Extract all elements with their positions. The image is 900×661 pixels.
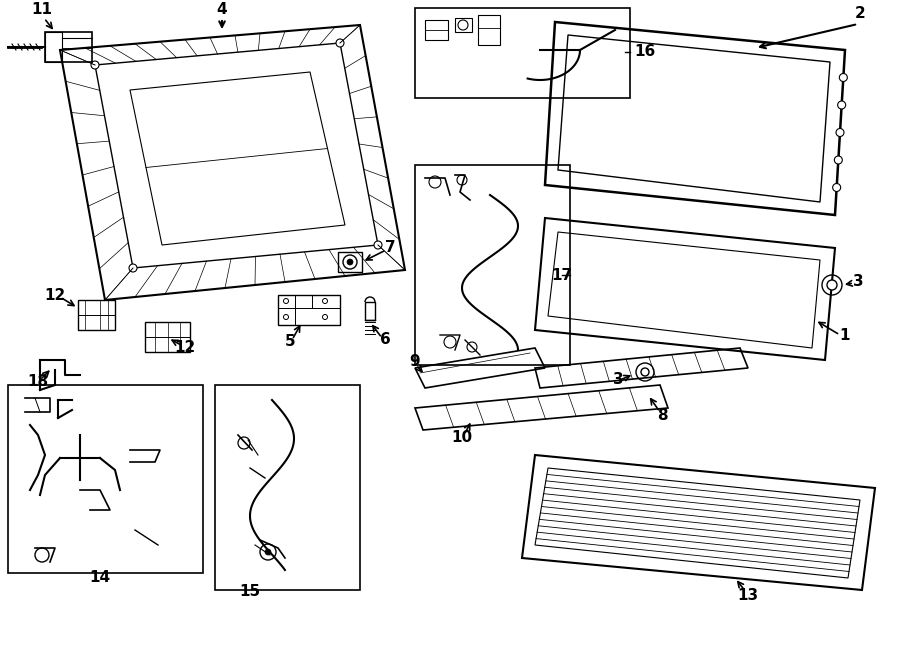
- Text: 1: 1: [840, 327, 850, 342]
- Circle shape: [827, 280, 837, 290]
- Circle shape: [336, 39, 344, 47]
- Text: 6: 6: [380, 332, 391, 348]
- Circle shape: [832, 184, 841, 192]
- Circle shape: [840, 73, 847, 81]
- Text: 16: 16: [634, 44, 655, 59]
- Circle shape: [347, 259, 353, 265]
- Bar: [415, 8, 630, 98]
- Bar: [415, 165, 570, 365]
- Circle shape: [129, 264, 137, 272]
- Text: 15: 15: [239, 584, 261, 600]
- Text: 18: 18: [27, 375, 49, 389]
- Circle shape: [838, 101, 846, 109]
- Polygon shape: [365, 302, 375, 320]
- Circle shape: [834, 156, 842, 164]
- Text: 17: 17: [552, 268, 572, 282]
- Circle shape: [836, 128, 844, 137]
- Text: 2: 2: [855, 7, 866, 22]
- Circle shape: [641, 368, 649, 376]
- Text: 3: 3: [613, 373, 624, 387]
- Circle shape: [265, 549, 271, 555]
- Bar: [8, 385, 203, 573]
- Text: 13: 13: [737, 588, 759, 602]
- Bar: [215, 385, 360, 590]
- Text: 3: 3: [852, 274, 863, 290]
- Text: 11: 11: [32, 3, 52, 17]
- Text: 7: 7: [384, 241, 395, 256]
- Text: 4: 4: [217, 3, 228, 17]
- Text: 14: 14: [89, 570, 111, 586]
- Text: 9: 9: [410, 354, 420, 369]
- Circle shape: [374, 241, 382, 249]
- Circle shape: [91, 61, 99, 69]
- Text: 12: 12: [175, 340, 195, 356]
- Text: 5: 5: [284, 334, 295, 350]
- Text: 12: 12: [44, 288, 66, 303]
- Text: 10: 10: [452, 430, 472, 446]
- Polygon shape: [338, 252, 362, 272]
- Text: 8: 8: [657, 407, 667, 422]
